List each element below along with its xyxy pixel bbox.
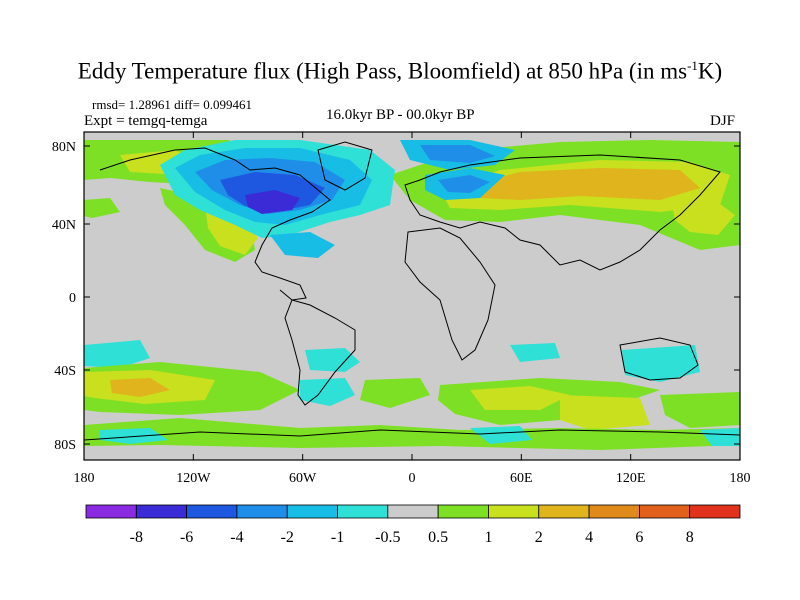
field-contour (245, 190, 300, 214)
colorbar-label: -2 (281, 529, 294, 546)
colorbar-swatch (286, 504, 338, 519)
lon-tick-label: 120W (176, 471, 211, 486)
field-contour (420, 145, 495, 163)
lon-tick-label: 0 (409, 471, 416, 486)
lat-tick-label: 80S (54, 438, 76, 453)
colorbar-swatch (638, 504, 691, 519)
field-contour (672, 200, 735, 235)
field-contour (700, 428, 740, 446)
colorbar-swatch (689, 504, 741, 519)
field-contour (622, 345, 700, 382)
field-contour (470, 168, 700, 200)
lon-tick-label: 60W (289, 471, 317, 486)
colorbar-swatch (538, 504, 590, 519)
antarctica-coast (84, 429, 740, 441)
colorbar-swatch (437, 504, 489, 519)
colorbar-label: 1 (484, 529, 492, 546)
lat-tick-label: 40S (54, 364, 76, 379)
field-contour (305, 348, 360, 372)
colorbar-label: -1 (331, 529, 344, 546)
eurasia-coast (404, 154, 721, 271)
colorbar-swatch (387, 504, 439, 519)
coastlines (84, 141, 740, 441)
colorbar: -8 -6 -4 -2 -1 -0.5 0.5 1 2 4 6 8 (85, 504, 741, 546)
colorbar-swatch (186, 504, 238, 519)
colorbar-swatch (588, 504, 640, 519)
experiment-label: Expt = temgq-temga (84, 113, 208, 129)
colorbar-label: 0.5 (428, 529, 448, 546)
field-contour (300, 378, 355, 406)
lat-tick-label: 40N (52, 218, 76, 233)
colorbar-swatch (135, 504, 188, 519)
field-contour (360, 378, 430, 408)
period-label: 16.0kyr BP - 00.0kyr BP (326, 107, 475, 123)
lon-tick-label: 180 (74, 471, 95, 486)
field-contour (84, 198, 120, 218)
field-contour (110, 378, 170, 397)
lon-tick-label: 60E (510, 471, 533, 486)
colorbar-label: 6 (635, 529, 643, 546)
field-contour (510, 343, 560, 362)
field-contour (84, 418, 740, 450)
field-contour (660, 392, 740, 428)
north-america-coast (99, 147, 331, 301)
field-contour (100, 428, 168, 444)
colorbar-label: 8 (686, 529, 694, 546)
colorbar-swatch (236, 504, 288, 519)
lon-tick-label: 120E (616, 471, 646, 486)
colorbar-label: -4 (230, 529, 243, 546)
field-contour (560, 395, 650, 430)
lon-tick-label: 180 (730, 471, 751, 486)
greenland-coast (317, 141, 373, 191)
colorbar-swatch (488, 504, 540, 519)
africa-coast (404, 227, 496, 361)
colorbar-label: 2 (535, 529, 543, 546)
field-contour (84, 340, 150, 368)
axis-ticks: 180 120W 60W 0 60E 120E 180 80N 40N 0 40S 80S (52, 132, 751, 486)
field-contour (438, 175, 490, 193)
colorbar-swatch (85, 504, 137, 519)
field-contour (470, 426, 532, 444)
south-america-coast (284, 299, 356, 406)
colorbar-label: -6 (180, 529, 193, 546)
flux-field (84, 132, 740, 460)
colorbar-label: -8 (130, 529, 143, 546)
chart-title: Eddy Temperature flux (High Pass, Bloomf… (77, 58, 723, 84)
australia-coast (619, 337, 699, 381)
colorbar-swatch (337, 504, 389, 519)
field-contour (470, 386, 570, 410)
colorbar-label: 4 (585, 529, 593, 546)
season-label: DJF (710, 113, 736, 129)
lat-tick-label: 80N (52, 140, 76, 155)
field-contour (270, 232, 335, 258)
lat-tick-label: 0 (69, 291, 76, 306)
colorbar-label: -0.5 (375, 529, 400, 546)
rmsd-diff-label: rmsd= 1.28961 diff= 0.099461 (92, 97, 252, 112)
